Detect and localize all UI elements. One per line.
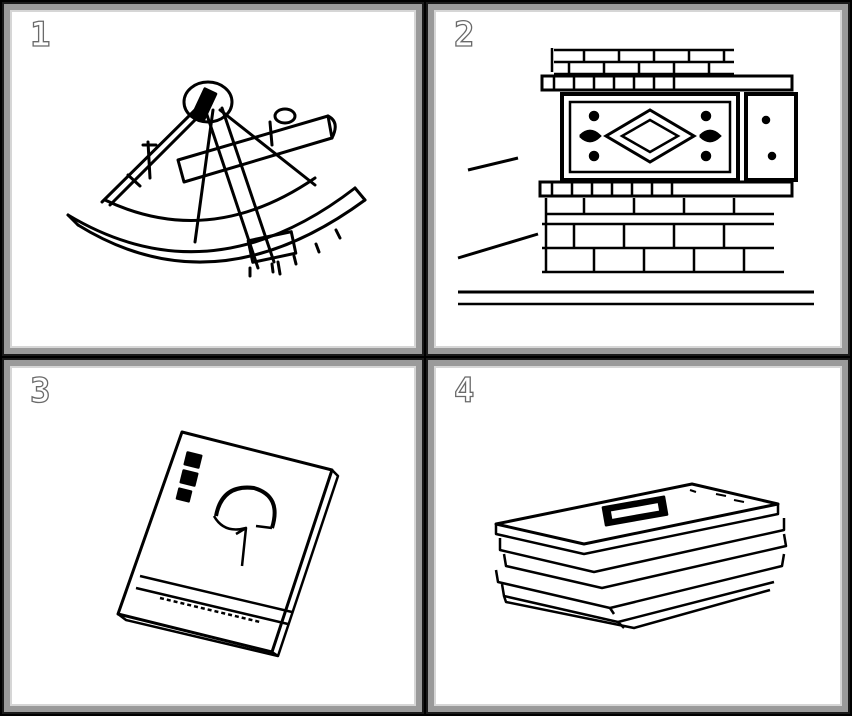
panel-3: 3 xyxy=(4,360,422,712)
panel-1: 1 xyxy=(4,4,422,354)
panel-4: 4 xyxy=(428,360,848,712)
book-icon xyxy=(116,430,340,658)
panel-number: 1 xyxy=(29,15,51,55)
stack-of-books-icon xyxy=(494,482,788,630)
panel-number: 2 xyxy=(453,15,475,55)
sextant-icon xyxy=(66,80,367,278)
carved-plinth-icon xyxy=(457,48,814,306)
panel-number: 3 xyxy=(29,371,51,411)
panel-2: 2 xyxy=(428,4,848,354)
panel-number: 4 xyxy=(453,371,475,411)
